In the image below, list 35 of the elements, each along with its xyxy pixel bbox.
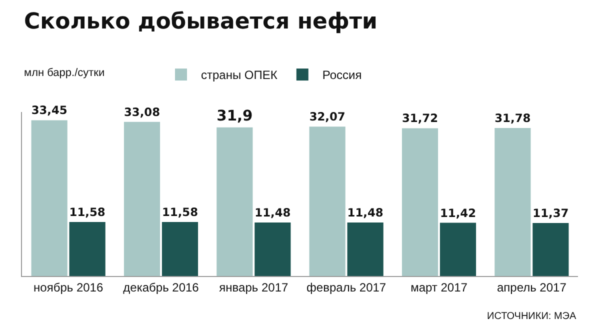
data-label: 31,9 [216, 108, 253, 125]
bar [216, 127, 253, 276]
x-tick-label: февраль 2017 [306, 280, 386, 294]
x-tick-label: апрель 2017 [496, 280, 567, 294]
bar [124, 122, 160, 276]
bar [254, 222, 291, 276]
legend-label: Россия [322, 68, 362, 82]
data-label: 11,58 [69, 205, 106, 220]
data-label: 33,45 [31, 103, 68, 118]
legend-label: страны ОПЕК [201, 68, 278, 82]
y-axis-title: млн барр./сутки [24, 67, 105, 79]
data-label: 11,48 [254, 205, 291, 220]
bar [309, 126, 346, 276]
bar [69, 222, 106, 276]
chart-title: Сколько добывается нефти [24, 10, 378, 35]
x-tick-label: ноябрь 2016 [34, 280, 104, 294]
data-label: 11,58 [162, 205, 198, 220]
data-label: 11,37 [532, 206, 569, 220]
bar [532, 223, 569, 276]
bar [347, 222, 384, 276]
data-label: 31,78 [494, 110, 531, 125]
data-label: 11,42 [440, 206, 476, 220]
x-tick-label: январь 2017 [219, 280, 288, 294]
bar [440, 222, 476, 276]
text: ИСТОЧНИКИ: МЭА [487, 311, 576, 322]
data-label: 32,07 [309, 110, 346, 124]
bar [162, 222, 198, 276]
bar [31, 120, 68, 276]
data-label: 11,48 [347, 205, 384, 220]
data-label: 31,72 [402, 111, 438, 126]
bar [402, 128, 438, 276]
x-tick-label: декабрь 2016 [123, 280, 200, 294]
bar [494, 128, 531, 276]
x-tick-label: март 2017 [410, 280, 468, 294]
data-label: 33,08 [124, 104, 160, 119]
